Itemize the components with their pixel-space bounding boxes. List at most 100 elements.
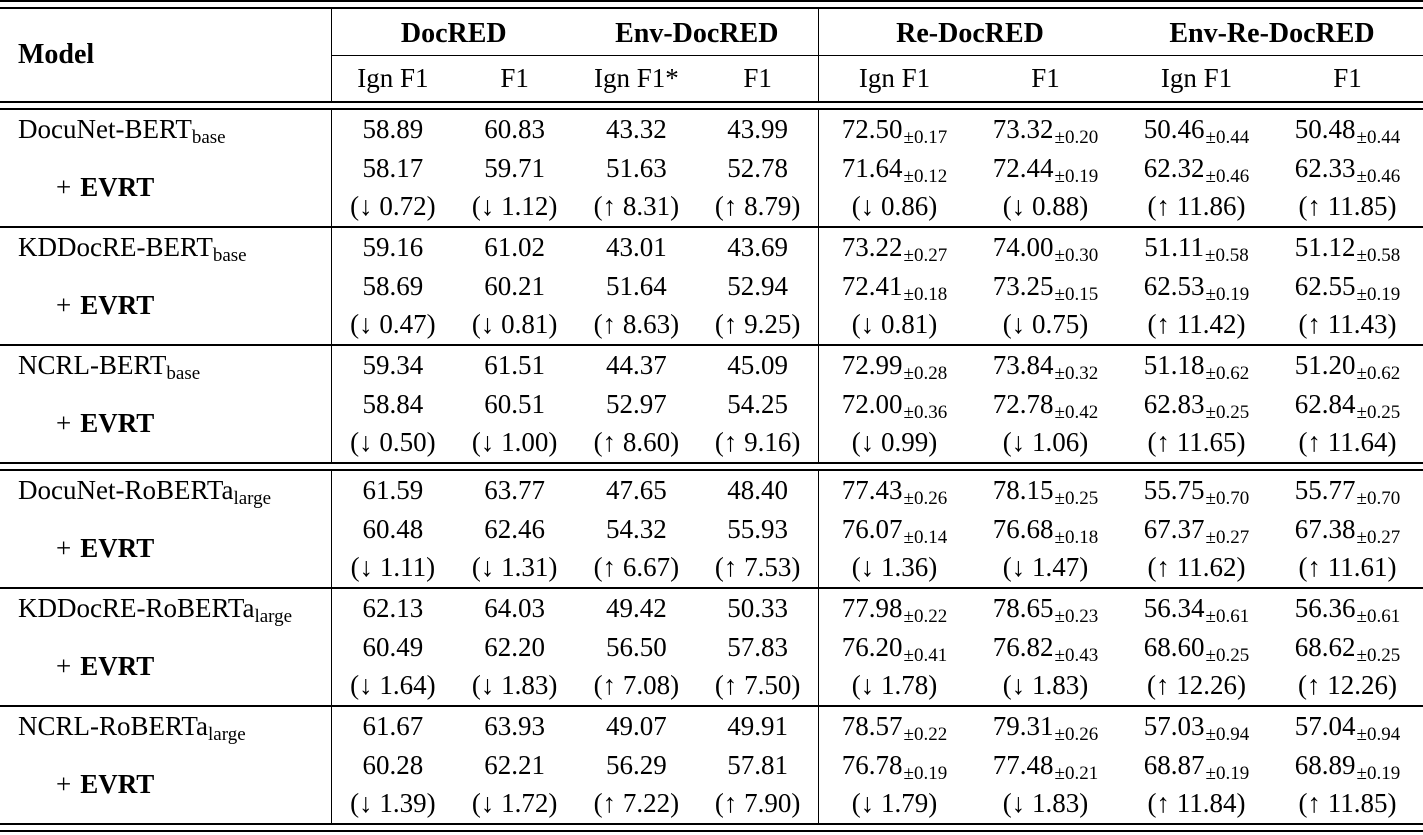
model-block: NCRL-BERTbase + EVRT 59.34 61.51 44.37 45.09 72…: [0, 346, 1423, 462]
delta-cell: (↓ 1.79): [819, 784, 970, 823]
value-text: 73.84: [992, 350, 1054, 380]
value-text: 61.67: [362, 711, 424, 741]
value-cell: 61.67: [332, 707, 454, 746]
value-text: 62.33: [1294, 152, 1356, 183]
std-subscript: ±0.70: [1356, 488, 1401, 509]
value-text: (↑ 11.84): [1147, 788, 1246, 819]
value-text: 72.99: [841, 350, 903, 380]
delta-cell: (↓ 0.88): [970, 187, 1121, 226]
value-text: 72.00: [841, 388, 903, 419]
std-subscript: ±0.44: [1356, 127, 1401, 148]
value-cell: 51.64: [576, 267, 698, 306]
table-body: DocuNet-BERTbase + EVRT 58.89 60.83 43.32 43.9…: [0, 110, 1423, 832]
model-column: NCRL-BERTbase + EVRT: [0, 346, 332, 462]
value-text: (↓ 0.99): [851, 427, 938, 458]
value-cell: 50.46±0.44: [1121, 110, 1272, 149]
group-header-env-docred: Env-DocRED: [575, 9, 819, 56]
value-cell: 51.18±0.62: [1121, 346, 1272, 385]
value-text: 58.84: [362, 388, 424, 419]
plus-sign: +: [56, 651, 72, 681]
model-column: DocuNet-BERTbase + EVRT: [0, 110, 332, 226]
std-subscript: ±0.70: [1205, 488, 1250, 509]
group-header-env-re-docred: Env-Re-DocRED: [1121, 9, 1423, 56]
value-text: 62.55: [1294, 270, 1356, 301]
delta-cell: (↑ 11.42): [1121, 305, 1272, 344]
value-text: 62.46: [484, 513, 545, 544]
value-text: 44.37: [606, 350, 667, 380]
value-cell: 49.42: [576, 589, 698, 628]
delta-cell: (↑ 11.65): [1121, 423, 1272, 462]
delta-row: (↓ 1.39) (↓ 1.72) (↑ 7.22) (↑ 7.90) (↓ 1.79)…: [332, 784, 1423, 823]
value-text: 60.48: [362, 513, 424, 544]
evrt-name: EVRT: [80, 290, 155, 320]
value-text: 48.40: [727, 475, 788, 505]
column-header-f1: F1: [1333, 63, 1362, 93]
std-subscript: ±0.25: [1205, 401, 1250, 423]
model-size-subscript: large: [208, 724, 246, 745]
value-cell: 76.20±0.41: [819, 628, 970, 667]
std-subscript: ±0.32: [1054, 363, 1099, 384]
delta-cell: (↑ 7.22): [576, 784, 698, 823]
delta-cell: (↑ 8.31): [576, 187, 698, 226]
value-cell: 79.31±0.26: [970, 707, 1121, 746]
value-cell: 77.43±0.26: [819, 471, 970, 510]
evrt-name: EVRT: [80, 408, 155, 438]
std-subscript: ±0.94: [1356, 724, 1401, 745]
value-text: (↓ 1.12): [471, 191, 558, 222]
delta-cell: (↑ 6.67): [576, 548, 698, 587]
value-text: (↑ 11.42): [1147, 309, 1246, 340]
value-cell: 72.00±0.36: [819, 385, 970, 424]
std-subscript: ±0.44: [1205, 127, 1250, 148]
value-text: 76.78: [841, 749, 903, 780]
value-text: 57.83: [727, 631, 788, 662]
value-cell: 51.63: [576, 149, 698, 188]
delta-cell: (↓ 1.06): [970, 423, 1121, 462]
value-cell: 60.83: [454, 110, 576, 149]
value-text: (↓ 0.72): [350, 191, 436, 222]
value-text: 77.98: [841, 593, 903, 623]
model-name-text: NCRL-BERT: [18, 350, 167, 380]
delta-cell: (↓ 1.11): [332, 548, 454, 587]
value-text: 60.28: [362, 749, 424, 780]
base-row: 61.59 63.77 47.65 48.40 77.43±0.26 78.15±0.25…: [332, 471, 1423, 510]
std-subscript: ±0.25: [1356, 401, 1401, 423]
std-subscript: ±0.25: [1356, 644, 1401, 666]
base-row: 61.67 63.93 49.07 49.91 78.57±0.22 79.31±0.26…: [332, 707, 1423, 746]
model-block: DocuNet-RoBERTalarge + EVRT 61.59 63.77 47.65…: [0, 471, 1423, 587]
value-text: 51.64: [606, 270, 667, 301]
value-cell: 67.37±0.27: [1121, 510, 1272, 549]
value-cell: 62.46: [454, 510, 576, 549]
value-cell: 57.04±0.94: [1272, 707, 1423, 746]
value-cell: 51.20±0.62: [1272, 346, 1423, 385]
value-text: 72.41: [841, 270, 903, 301]
delta-row: (↓ 1.11) (↓ 1.31) (↑ 6.67) (↑ 7.53) (↓ 1.36)…: [332, 548, 1423, 587]
evrt-row-label: + EVRT: [0, 765, 154, 804]
table-header: Model DocRED Env-DocRED Re-DocRED Env-Re…: [0, 9, 1423, 101]
std-subscript: ±0.42: [1054, 401, 1099, 423]
value-cell: 62.84±0.25: [1272, 385, 1423, 424]
value-text: 67.37: [1143, 513, 1205, 544]
value-text: (↑ 7.90): [714, 788, 801, 819]
value-text: 73.22: [841, 232, 903, 262]
value-cell: 72.41±0.18: [819, 267, 970, 306]
value-cell: 60.49: [332, 628, 454, 667]
value-text: 43.01: [606, 232, 667, 262]
std-subscript: ±0.18: [903, 283, 948, 305]
value-text: 61.59: [362, 475, 424, 505]
evrt-row: 60.28 62.21 56.29 57.81 76.78±0.19 77.48±0.21…: [332, 745, 1423, 785]
value-text: (↓ 0.50): [350, 427, 436, 458]
value-text: (↓ 1.64): [350, 670, 436, 701]
value-cell: 47.65: [576, 471, 698, 510]
std-subscript: ±0.27: [1205, 526, 1250, 548]
delta-cell: (↓ 1.39): [332, 784, 454, 823]
std-subscript: ±0.19: [1054, 165, 1099, 187]
value-text: 62.53: [1143, 270, 1205, 301]
value-text: (↓ 0.86): [851, 191, 938, 222]
value-text: 68.62: [1294, 631, 1356, 662]
delta-cell: (↑ 11.85): [1272, 187, 1423, 226]
value-text: 60.51: [484, 388, 545, 419]
group-header-docred: DocRED: [332, 9, 576, 56]
value-cell: 62.32±0.46: [1121, 149, 1272, 188]
bottom-rule: [0, 823, 1423, 832]
std-subscript: ±0.19: [1356, 283, 1401, 305]
